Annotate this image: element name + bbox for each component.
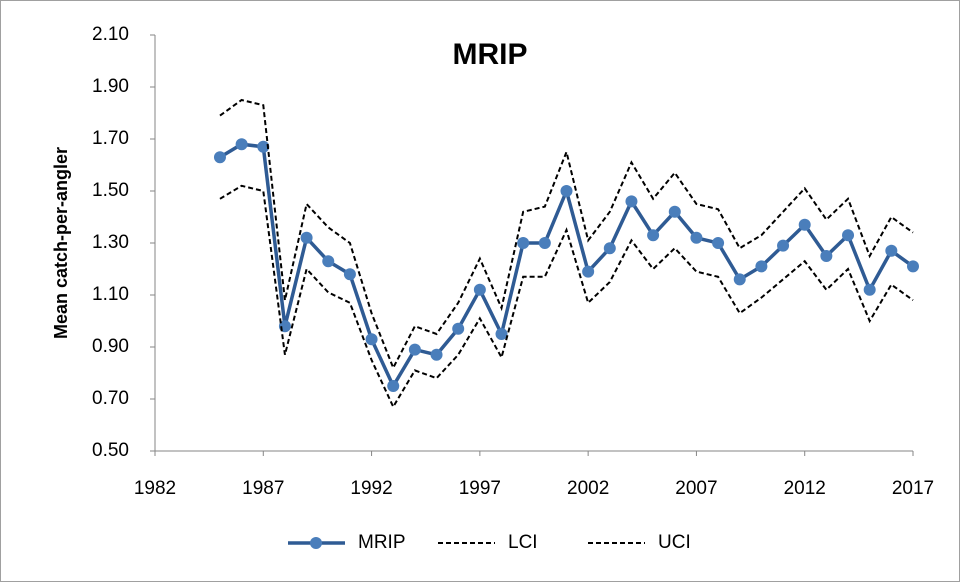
y-tick-label: 1.10	[92, 284, 129, 305]
data-point	[473, 283, 486, 296]
legend-label: UCI	[658, 532, 691, 553]
data-point	[863, 283, 876, 296]
y-tick-label: 0.50	[92, 440, 129, 461]
data-point	[885, 244, 898, 257]
data-point	[907, 260, 919, 273]
data-point	[582, 265, 595, 278]
data-point	[712, 237, 725, 249]
data-point	[257, 140, 270, 153]
y-tick-label: 2.10	[92, 24, 129, 45]
data-point	[668, 205, 681, 218]
x-tick-label: 2002	[567, 478, 609, 499]
y-tick-label: 1.50	[92, 180, 129, 201]
data-point	[777, 239, 790, 252]
data-point	[300, 231, 313, 244]
data-point	[820, 250, 833, 262]
data-point	[213, 151, 226, 164]
legend-marker	[310, 537, 322, 549]
data-point	[798, 218, 811, 231]
y-tick-label: 0.70	[92, 388, 129, 409]
x-tick-label: 1997	[459, 478, 501, 499]
y-tick-label: 1.30	[92, 232, 129, 253]
x-tick-label: 1982	[134, 478, 176, 499]
data-point	[560, 185, 573, 197]
data-point	[495, 328, 508, 340]
x-tick-label: 2012	[784, 478, 826, 499]
legend-label: MRIP	[358, 532, 406, 553]
data-point	[387, 380, 400, 392]
y-tick-label: 0.90	[92, 336, 129, 357]
x-tick-label: 1987	[242, 478, 284, 499]
chart-title: MRIP	[453, 38, 528, 71]
y-tick-label: 1.90	[92, 76, 129, 97]
data-point	[733, 273, 746, 286]
data-point	[755, 260, 768, 273]
data-point	[625, 195, 638, 208]
x-tick-label: 2007	[675, 478, 717, 499]
data-point	[538, 237, 551, 249]
data-point	[408, 343, 421, 356]
data-point	[603, 242, 616, 255]
y-tick-label: 1.70	[92, 128, 129, 149]
data-point	[517, 237, 530, 249]
data-point	[343, 268, 356, 281]
x-tick-label: 1992	[350, 478, 392, 499]
data-point	[235, 138, 248, 151]
series-line	[219, 184, 914, 409]
data-point	[365, 333, 378, 346]
series-line	[219, 98, 914, 371]
data-point	[647, 229, 660, 242]
legend-label: LCI	[508, 532, 538, 553]
x-tick-label: 2017	[892, 478, 934, 499]
y-axis-title: Mean catch-per-angler	[51, 147, 71, 339]
data-point	[452, 322, 465, 335]
data-point	[690, 231, 703, 244]
data-point	[842, 229, 855, 242]
data-point	[322, 255, 335, 268]
data-point	[430, 348, 443, 361]
